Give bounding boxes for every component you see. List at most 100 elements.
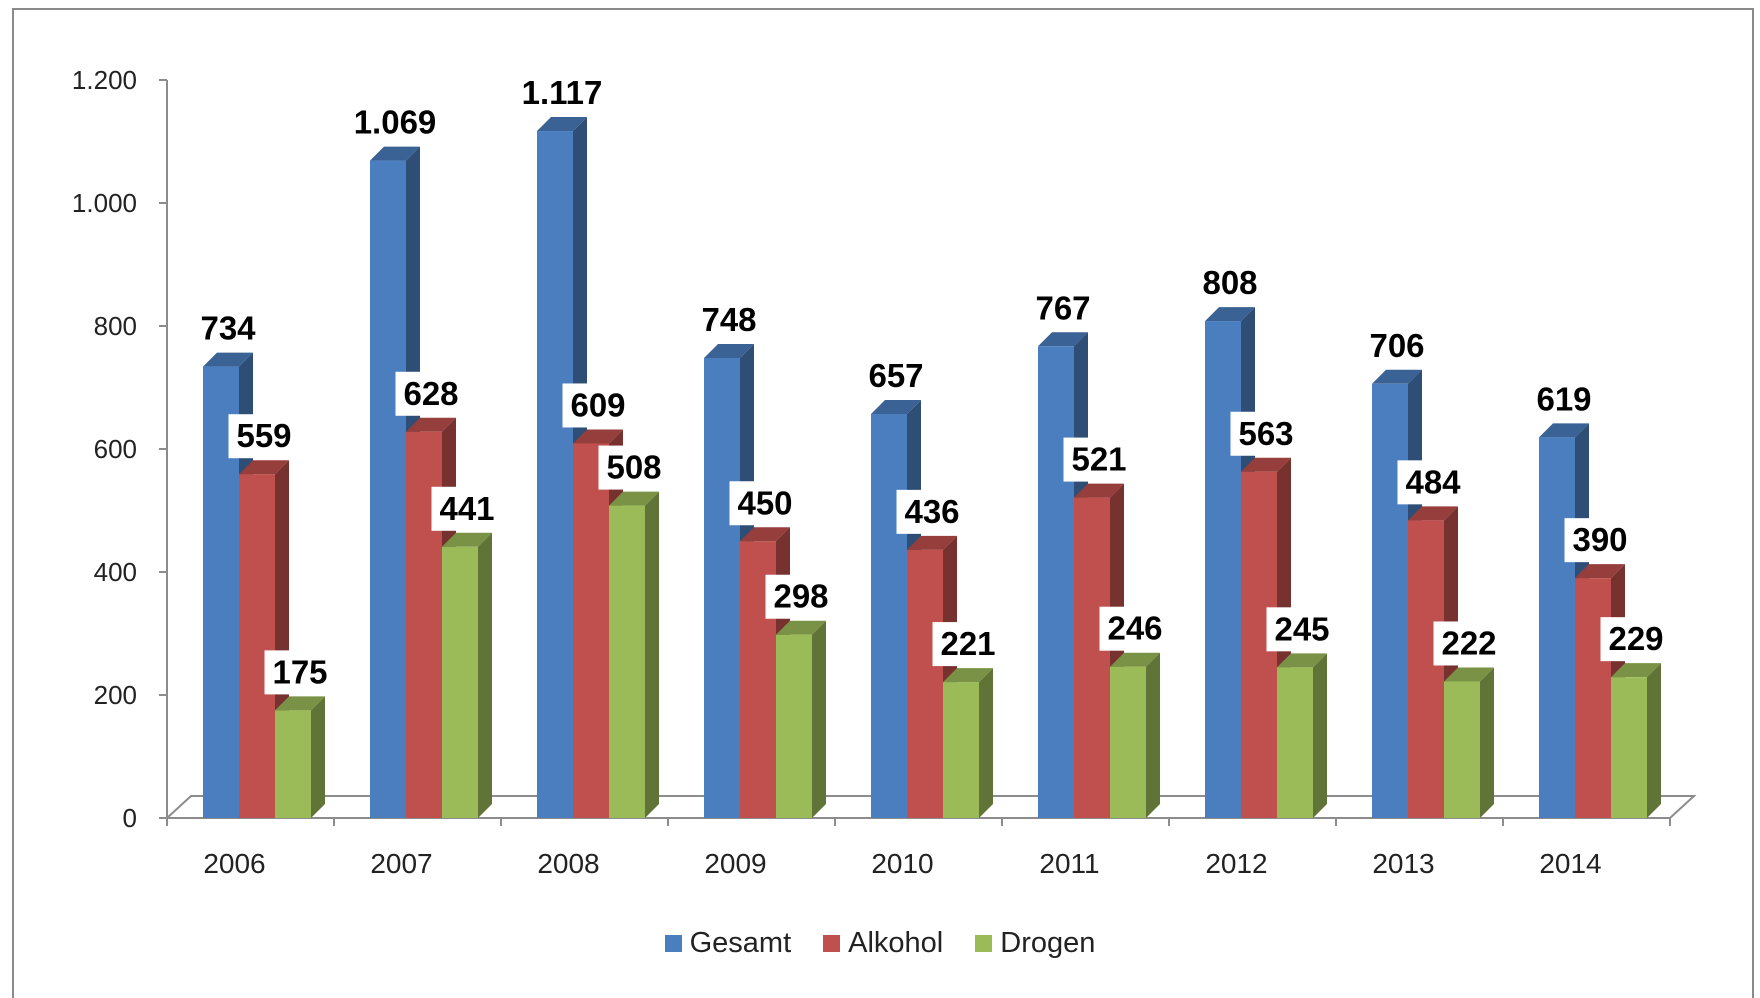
bars: [203, 117, 1661, 819]
data-label-box: [1027, 286, 1099, 331]
data-label-box: [228, 414, 300, 459]
bar-front: [1444, 681, 1480, 818]
y-tick-label: 400: [94, 557, 137, 587]
data-label-drogen-2008: 508: [606, 449, 661, 486]
data-label-drogen-2007: 441: [439, 490, 494, 527]
data-label-box: [507, 71, 617, 116]
bar-side: [812, 620, 826, 818]
bar-top: [1611, 663, 1661, 678]
x-tick-label: 2012: [1205, 848, 1267, 879]
y-tick-label: 200: [94, 680, 137, 710]
bar-top: [1277, 653, 1327, 668]
bar-front: [239, 474, 275, 818]
bar-top: [1444, 667, 1494, 682]
bar-drogen-2010: [943, 668, 993, 818]
data-label-box: [1433, 621, 1505, 666]
bar-top: [1408, 506, 1458, 521]
data-label-box: [860, 353, 932, 398]
chart-frame: [12, 8, 1754, 998]
bar-front: [1205, 321, 1241, 818]
x-tick-label: 2008: [537, 848, 599, 879]
data-label-drogen-2009: 298: [773, 578, 828, 615]
bar-drogen-2013: [1444, 667, 1494, 818]
bar-top: [1205, 307, 1255, 322]
bar-side: [1313, 653, 1327, 818]
bar-side: [1480, 667, 1494, 818]
legend-swatch-gesamt: [664, 934, 682, 952]
x-tick-label: 2014: [1539, 848, 1601, 879]
data-label-alkohol-2013: 484: [1405, 463, 1461, 500]
bar-front: [275, 710, 311, 818]
data-label-box: [1099, 606, 1171, 651]
data-label-box: [765, 574, 837, 619]
bar-top: [740, 527, 790, 542]
data-label-box: [729, 481, 801, 526]
y-tick-label: 600: [94, 434, 137, 464]
bar-top: [1241, 457, 1291, 472]
bar-top: [1575, 564, 1625, 579]
bar-drogen-2009: [776, 620, 826, 818]
y-tick-label: 0: [123, 803, 137, 833]
x-tick-label: 2011: [1039, 848, 1099, 879]
bar-front: [704, 357, 740, 818]
bar-front: [1277, 667, 1313, 818]
y-tick-label: 1.200: [72, 65, 137, 95]
bar-side: [478, 532, 492, 818]
bar-front: [871, 413, 907, 818]
data-label-box: [598, 445, 670, 490]
bar-top: [1038, 332, 1088, 347]
data-label-gesamt-2013: 706: [1369, 327, 1424, 364]
bar-top: [1110, 652, 1160, 667]
data-label-alkohol-2010: 436: [904, 493, 959, 530]
data-label-drogen-2013: 222: [1441, 624, 1496, 661]
bar-front: [1372, 383, 1408, 818]
bar-top: [1539, 423, 1589, 438]
data-labels: 734 559 175 1.069 628 441 1.117 609 508 748 450 298…: [192, 71, 1672, 695]
bar-top: [203, 352, 253, 367]
data-label-box: [264, 650, 336, 695]
bar-front: [1038, 346, 1074, 818]
bar-top: [907, 535, 957, 550]
legend-item-alkohol: Alkohol: [823, 927, 943, 960]
bar-front: [1575, 578, 1611, 818]
y-tick-label: 1.000: [72, 188, 137, 218]
data-label-drogen-2012: 245: [1274, 610, 1329, 647]
bar-drogen-2007: [442, 532, 492, 818]
bar-side: [311, 696, 325, 818]
bar-alkohol-2013: [1408, 506, 1458, 818]
bar-top: [1372, 369, 1422, 384]
data-label-box: [896, 489, 968, 534]
bar-front: [776, 634, 812, 818]
data-label-alkohol-2009: 450: [737, 484, 792, 521]
data-label-gesamt-2007: 1.069: [354, 104, 437, 141]
y-tick-label: 800: [94, 311, 137, 341]
legend-label-alkohol: Alkohol: [848, 926, 944, 959]
bar-side: [979, 668, 993, 818]
legend-label-gesamt: Gesamt: [689, 926, 792, 959]
bar-side: [645, 491, 659, 818]
data-label-alkohol-2007: 628: [403, 375, 458, 412]
data-label-drogen-2011: 246: [1107, 610, 1162, 647]
data-label-alkohol-2006: 559: [236, 417, 291, 454]
x-tick-label: 2010: [871, 848, 933, 879]
bar-drogen-2006: [275, 696, 325, 818]
bar-top: [275, 696, 325, 711]
data-label-gesamt-2010: 657: [868, 357, 923, 394]
bar-top: [943, 668, 993, 683]
bar-top: [370, 146, 420, 161]
bar-front: [1074, 497, 1110, 818]
data-label-box: [1194, 261, 1266, 306]
legend-swatch-drogen: [975, 934, 993, 952]
bar-front: [573, 443, 609, 818]
data-label-alkohol-2008: 609: [570, 386, 625, 423]
data-label-gesamt-2006: 734: [200, 310, 256, 347]
data-label-drogen-2010: 221: [940, 625, 995, 662]
bar-front: [1408, 520, 1444, 818]
x-tick-label: 2006: [203, 848, 265, 879]
bar-front: [442, 546, 478, 818]
data-label-box: [562, 383, 634, 428]
bar-top: [573, 429, 623, 444]
data-label-box: [1361, 323, 1433, 368]
data-label-box: [1266, 607, 1338, 652]
